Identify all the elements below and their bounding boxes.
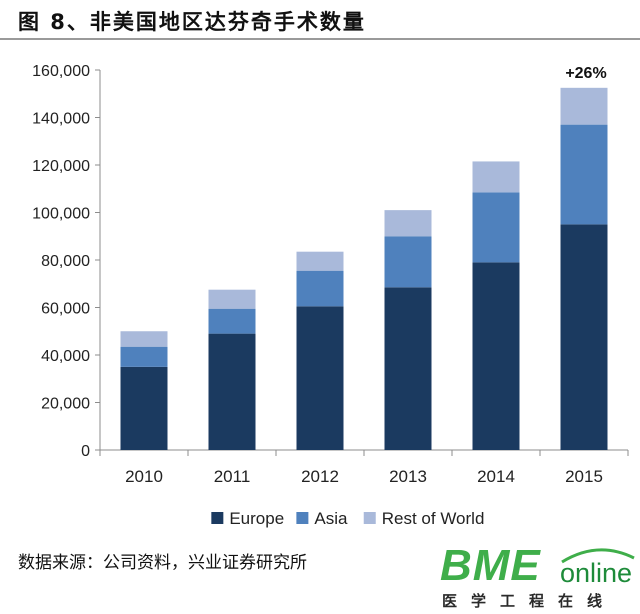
title-divider <box>0 38 640 40</box>
bar-asia-2015 <box>560 124 608 225</box>
source-note: 数据来源：公司资料，兴业证券研究所 <box>18 553 307 573</box>
y-tick-label: 0 <box>81 443 90 460</box>
bars <box>120 87 608 450</box>
x-tick-label: 2013 <box>389 467 427 486</box>
logo-online-text: online <box>560 558 633 588</box>
y-tick-label: 100,000 <box>32 206 90 223</box>
legend-swatch-europe <box>211 512 224 524</box>
legend-swatch-rest-of-world <box>363 512 376 524</box>
x-tick-label: 2014 <box>477 467 515 486</box>
bar-europe-2010 <box>120 366 168 450</box>
bar-rest-of-world-2012 <box>296 251 344 271</box>
stacked-bar-chart: 0 20,000 40,000 60,000 80,000 100,000 120,000 1… <box>32 63 629 528</box>
y-tick-label: 160,000 <box>32 63 90 80</box>
bar-rest-of-world-2014 <box>472 161 520 193</box>
y-tick-label: 60,000 <box>41 301 90 318</box>
bar-rest-of-world-2011 <box>208 289 256 309</box>
legend: Europe Asia Rest of World <box>211 509 484 528</box>
y-tick-label: 140,000 <box>32 111 90 128</box>
y-tick-label: 20,000 <box>41 396 90 413</box>
x-tick-label: 2012 <box>301 467 339 486</box>
x-tick-label: 2015 <box>565 467 603 486</box>
legend-label: Rest of World <box>382 509 485 528</box>
bar-asia-2012 <box>296 270 344 307</box>
logo-tagline: 医学工程在线 <box>442 592 617 610</box>
y-tick-label: 80,000 <box>41 253 90 270</box>
logo-arc-icon <box>561 548 635 564</box>
figure-title: 图 8、非美国地区达芬奇手术数量 <box>18 10 366 34</box>
bar-asia-2011 <box>208 308 256 334</box>
legend-label: Europe <box>229 509 284 528</box>
logo-bme-text: BME <box>440 541 541 590</box>
y-tick-label: 40,000 <box>41 348 90 365</box>
x-tick-label: 2011 <box>214 467 251 486</box>
x-tick-label: 2010 <box>125 467 163 486</box>
bar-europe-2015 <box>560 224 608 450</box>
growth-annotation: +26% <box>565 65 606 82</box>
bar-rest-of-world-2015 <box>560 87 608 125</box>
bar-rest-of-world-2010 <box>120 331 168 347</box>
y-tick-label: 120,000 <box>32 158 90 175</box>
bme-online-logo: BME online 医学工程在线 <box>430 542 640 614</box>
bar-europe-2014 <box>472 262 520 450</box>
bar-asia-2014 <box>472 192 520 263</box>
bar-asia-2010 <box>120 346 168 367</box>
axes <box>95 69 629 456</box>
tick-labels: 0 20,000 40,000 60,000 80,000 100,000 120,000 1… <box>32 63 607 486</box>
bar-europe-2013 <box>384 287 432 450</box>
legend-label: Asia <box>314 509 348 528</box>
legend-swatch-asia <box>296 512 309 524</box>
bar-europe-2012 <box>296 306 344 450</box>
bar-rest-of-world-2013 <box>384 210 432 237</box>
bar-asia-2013 <box>384 236 432 288</box>
bar-europe-2011 <box>208 333 256 450</box>
